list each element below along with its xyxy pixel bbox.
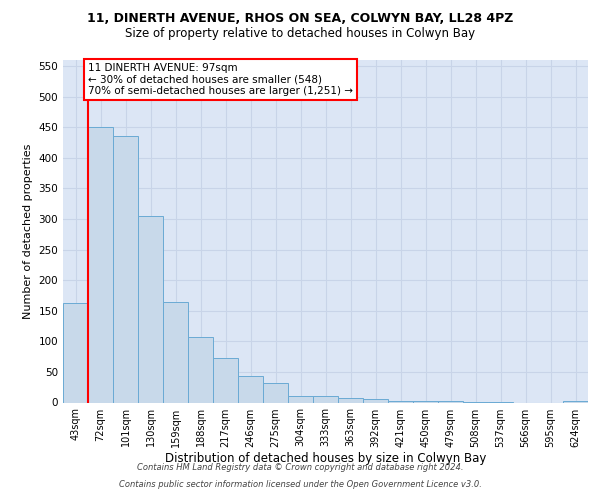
Bar — [163, 302, 188, 402]
Bar — [338, 398, 363, 402]
Bar — [363, 400, 388, 402]
Bar — [238, 376, 263, 402]
Bar — [388, 400, 413, 402]
Bar — [138, 216, 163, 402]
Bar — [113, 136, 138, 402]
Bar — [288, 396, 313, 402]
Bar — [63, 303, 88, 402]
Text: Contains public sector information licensed under the Open Government Licence v3: Contains public sector information licen… — [119, 480, 481, 489]
Text: Contains HM Land Registry data © Crown copyright and database right 2024.: Contains HM Land Registry data © Crown c… — [137, 464, 463, 472]
Bar — [263, 383, 288, 402]
Text: 11, DINERTH AVENUE, RHOS ON SEA, COLWYN BAY, LL28 4PZ: 11, DINERTH AVENUE, RHOS ON SEA, COLWYN … — [87, 12, 513, 26]
Bar — [313, 396, 338, 402]
Text: 11 DINERTH AVENUE: 97sqm
← 30% of detached houses are smaller (548)
70% of semi-: 11 DINERTH AVENUE: 97sqm ← 30% of detach… — [88, 63, 353, 96]
X-axis label: Distribution of detached houses by size in Colwyn Bay: Distribution of detached houses by size … — [165, 452, 486, 466]
Text: Size of property relative to detached houses in Colwyn Bay: Size of property relative to detached ho… — [125, 28, 475, 40]
Bar — [188, 337, 213, 402]
Bar — [563, 400, 588, 402]
Bar — [213, 358, 238, 403]
Bar — [88, 128, 113, 402]
Y-axis label: Number of detached properties: Number of detached properties — [23, 144, 33, 319]
